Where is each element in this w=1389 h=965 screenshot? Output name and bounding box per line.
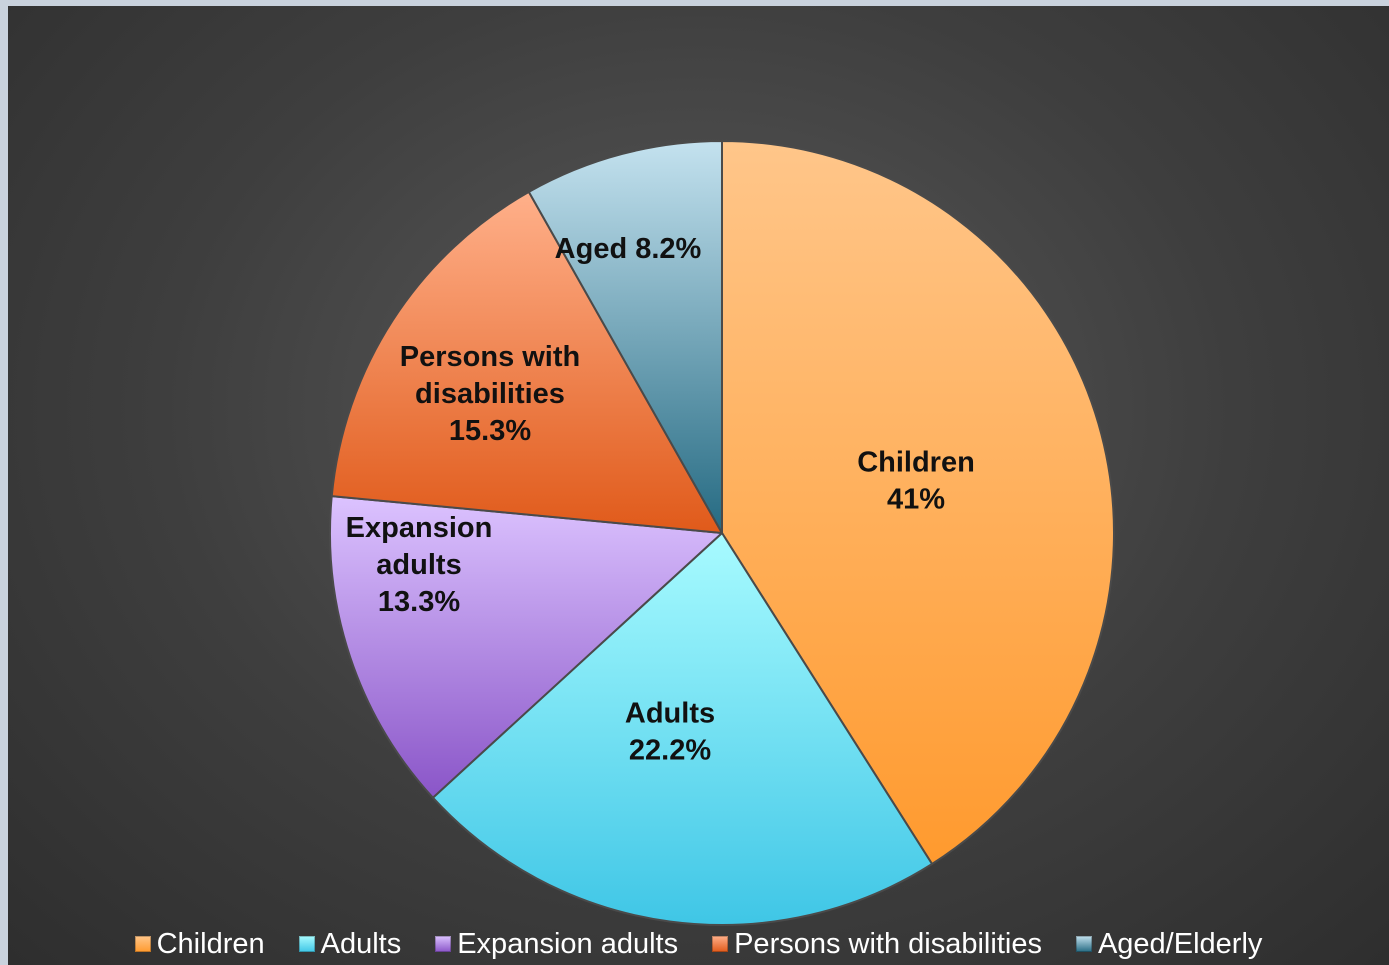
legend-swatch-icon bbox=[299, 936, 315, 952]
legend-label: Expansion adults bbox=[457, 928, 678, 961]
slice-label-line: 15.3% bbox=[449, 415, 531, 447]
slice-label-line: Expansion bbox=[346, 512, 493, 544]
legend: Children Adults Expansion adults Persons wi… bbox=[8, 923, 1389, 965]
legend-swatch-icon bbox=[1076, 936, 1092, 952]
slice-label-aged-elderly: Aged 8.2% bbox=[555, 233, 702, 265]
slice-label-line: 13.3% bbox=[378, 586, 460, 618]
legend-swatch-icon bbox=[712, 936, 728, 952]
slice-label-line: 41% bbox=[887, 484, 945, 516]
legend-item-children: Children bbox=[135, 928, 265, 961]
legend-label: Adults bbox=[321, 928, 402, 961]
slice-label-line: Persons with bbox=[400, 341, 581, 373]
slice-label-line: Children bbox=[857, 447, 975, 479]
legend-item-persons-with-disabilities: Persons with disabilities bbox=[712, 928, 1042, 961]
slice-label-line: adults bbox=[376, 549, 461, 581]
legend-swatch-icon bbox=[135, 936, 151, 952]
slice-label-line: Adults bbox=[625, 698, 715, 730]
slice-label-line: Aged 8.2% bbox=[555, 233, 702, 265]
legend-item-adults: Adults bbox=[299, 928, 402, 961]
slice-label-line: disabilities bbox=[415, 378, 565, 410]
legend-label: Aged/Elderly bbox=[1098, 928, 1262, 961]
slice-label-line: 22.2% bbox=[629, 735, 711, 767]
legend-label: Persons with disabilities bbox=[734, 928, 1042, 961]
legend-item-aged-elderly: Aged/Elderly bbox=[1076, 928, 1262, 961]
legend-label: Children bbox=[157, 928, 265, 961]
pie-chart: Children 41% Adults 22.2% Expansion adults 13.… bbox=[8, 6, 1389, 965]
legend-item-expansion-adults: Expansion adults bbox=[435, 928, 678, 961]
legend-swatch-icon bbox=[435, 936, 451, 952]
chart-area: Children 41% Adults 22.2% Expansion adults 13.… bbox=[8, 6, 1389, 965]
